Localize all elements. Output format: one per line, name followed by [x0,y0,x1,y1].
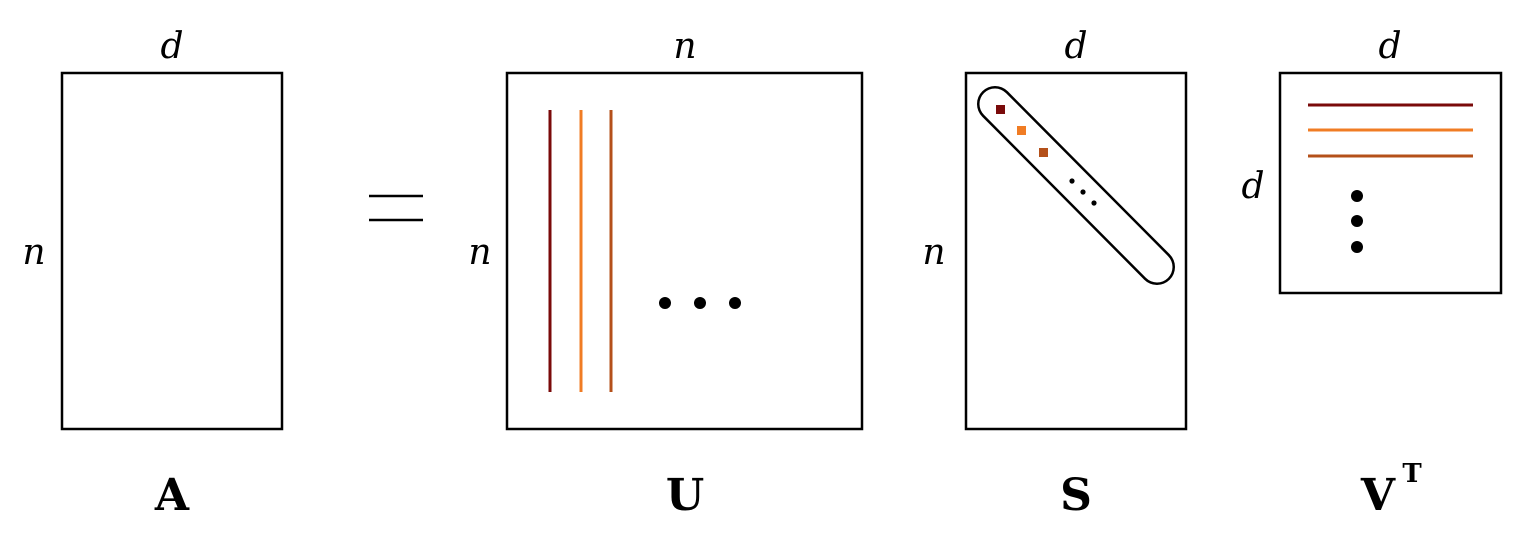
u-ellipsis-dot-1 [659,297,671,309]
matrix-u: n n U [468,26,864,521]
matrix-s-width-label: d [1064,26,1087,67]
matrix-vt-name: V [1360,470,1396,521]
s-ellipsis-dot-3 [1091,200,1097,206]
matrix-a-width-label: d [160,26,183,67]
s-singular-value-1 [996,105,1005,114]
matrix-s: d n S [922,26,1188,521]
matrix-a-box [60,71,284,431]
matrix-vt-box [1278,71,1503,295]
matrix-a-name: A [154,470,190,521]
u-ellipsis-dot-3 [729,297,741,309]
matrix-u-height-label: n [468,232,491,273]
matrix-vt-height-label: d [1241,166,1264,207]
matrix-a-height-label: n [22,232,45,273]
s-ellipsis-dot-2 [1080,189,1086,195]
matrix-a: d n A [22,26,284,521]
vt-ellipsis-dot-1 [1351,190,1363,202]
matrix-u-box [505,71,864,431]
s-ellipsis-dot-1 [1069,178,1075,184]
matrix-s-height-label: n [922,232,945,273]
matrix-s-name: S [1060,470,1092,521]
matrix-u-name: U [666,470,704,521]
vt-ellipsis-dot-2 [1351,215,1363,227]
matrix-s-box [964,71,1188,431]
s-singular-value-2 [1017,126,1026,135]
s-singular-value-3 [1039,148,1048,157]
u-ellipsis-dot-2 [694,297,706,309]
matrix-vt-superscript: T [1402,459,1422,489]
matrix-vt-width-label: d [1378,26,1401,67]
equals-sign [369,194,423,222]
matrix-u-width-label: n [673,26,696,67]
matrix-vt: d d V T [1241,26,1503,521]
vt-ellipsis-dot-3 [1351,241,1363,253]
matrix-vt-name-base: V [1360,470,1396,521]
